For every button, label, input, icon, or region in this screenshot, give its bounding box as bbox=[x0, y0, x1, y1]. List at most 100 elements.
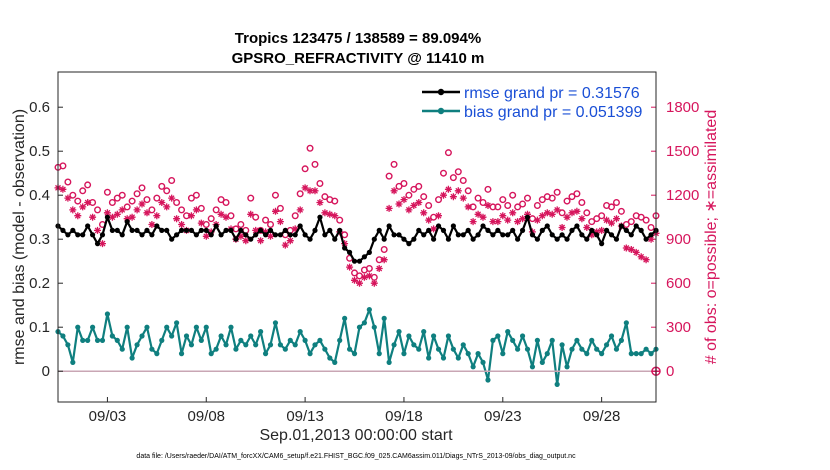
assimilated-point bbox=[187, 212, 195, 220]
assimilated-point bbox=[474, 210, 482, 218]
assimilated-point bbox=[311, 187, 319, 195]
assimilated-point bbox=[257, 237, 265, 245]
assimilated-point bbox=[247, 210, 255, 218]
possible-point bbox=[118, 191, 126, 199]
bias-point bbox=[450, 346, 456, 352]
rmse-point bbox=[159, 227, 165, 233]
rmse-point bbox=[500, 232, 506, 238]
rmse-point bbox=[510, 227, 516, 233]
rmse-point bbox=[579, 232, 585, 238]
assimilated-point bbox=[484, 202, 492, 209]
possible-point bbox=[464, 187, 472, 195]
bias-point bbox=[534, 337, 540, 343]
assimilated-point bbox=[89, 213, 97, 221]
rmse-point bbox=[327, 227, 333, 233]
bias-point bbox=[297, 329, 303, 335]
assimilated-point bbox=[430, 225, 438, 233]
rmse-point bbox=[618, 223, 625, 229]
bias-point bbox=[603, 342, 610, 348]
bias-point bbox=[599, 351, 605, 357]
rmse-point bbox=[337, 227, 343, 233]
bias-point bbox=[351, 351, 358, 357]
bias-point bbox=[440, 355, 447, 361]
rmse-point bbox=[633, 223, 639, 229]
x-tick-label: 09/08 bbox=[187, 408, 225, 425]
rmse-point bbox=[599, 241, 605, 247]
possible-point bbox=[410, 185, 418, 193]
bias-point bbox=[114, 337, 120, 343]
possible-point bbox=[400, 179, 408, 187]
rmse-point bbox=[267, 227, 274, 233]
possible-point bbox=[133, 190, 141, 198]
bias-point bbox=[431, 333, 437, 339]
rmse-point bbox=[297, 223, 303, 229]
assimilated-point bbox=[608, 219, 615, 227]
assimilated-point bbox=[395, 200, 403, 208]
assimilated-point bbox=[524, 210, 531, 218]
bias-point bbox=[80, 337, 86, 343]
bias-point bbox=[164, 324, 170, 330]
bias-point bbox=[435, 346, 442, 352]
possible-point bbox=[113, 194, 121, 202]
rmse-point bbox=[262, 232, 269, 238]
possible-point bbox=[187, 194, 195, 202]
possible-point bbox=[439, 169, 447, 177]
rmse-point bbox=[480, 223, 486, 229]
possible-point bbox=[435, 196, 443, 204]
assimilated-point bbox=[178, 221, 186, 228]
assimilated-point bbox=[573, 207, 581, 215]
rmse-point bbox=[584, 236, 590, 242]
rmse-point bbox=[188, 227, 195, 233]
assimilated-point bbox=[593, 228, 601, 236]
rmse-point bbox=[465, 227, 471, 233]
assimilated-point bbox=[202, 232, 210, 240]
rmse-point bbox=[460, 232, 466, 238]
possible-point bbox=[593, 215, 601, 223]
assimilated-point bbox=[444, 185, 452, 193]
legend-bias-marker bbox=[437, 107, 445, 115]
possible-point bbox=[385, 172, 393, 180]
rmse-point bbox=[608, 232, 615, 238]
bias-point bbox=[223, 342, 229, 348]
assimilated-point bbox=[400, 196, 408, 204]
assimilated-point bbox=[632, 248, 640, 256]
rmse-point bbox=[386, 223, 392, 229]
possible-point bbox=[588, 218, 596, 226]
possible-point bbox=[538, 196, 546, 204]
bias-point bbox=[218, 333, 224, 339]
assimilated-point bbox=[583, 224, 591, 231]
possible-point bbox=[509, 191, 517, 199]
rmse-point bbox=[164, 227, 170, 233]
bias-point bbox=[119, 346, 125, 352]
bias-point bbox=[174, 320, 180, 326]
possible-point bbox=[548, 194, 556, 202]
assimilated-point bbox=[370, 279, 378, 287]
bias-point bbox=[589, 337, 595, 343]
assimilated-point bbox=[148, 221, 156, 228]
bias-point bbox=[396, 329, 402, 335]
bias-point bbox=[529, 364, 536, 370]
rmse-point bbox=[139, 232, 145, 238]
rmse-point bbox=[149, 232, 155, 238]
rmse-point bbox=[524, 214, 531, 220]
assimilated-point bbox=[351, 276, 358, 284]
possible-point bbox=[449, 174, 457, 182]
bias-point bbox=[391, 342, 397, 348]
y2-tick-label: 900 bbox=[666, 231, 691, 248]
x-tick-label: 09/13 bbox=[286, 408, 324, 425]
bias-point bbox=[371, 324, 377, 330]
bias-point bbox=[460, 342, 466, 348]
assimilated-point bbox=[173, 215, 181, 223]
assimilated-point bbox=[59, 185, 67, 193]
rmse-point bbox=[366, 249, 372, 255]
rmse-point bbox=[603, 227, 610, 233]
bias-point bbox=[144, 324, 150, 330]
rmse-point bbox=[529, 232, 536, 238]
assimilated-point bbox=[538, 212, 546, 220]
y-tick-label: 0.1 bbox=[29, 319, 50, 336]
rmse-point bbox=[351, 258, 358, 264]
bias-point bbox=[613, 346, 620, 352]
rmse-point bbox=[574, 223, 580, 229]
assimilated-point bbox=[143, 209, 151, 217]
possible-point bbox=[158, 182, 166, 190]
